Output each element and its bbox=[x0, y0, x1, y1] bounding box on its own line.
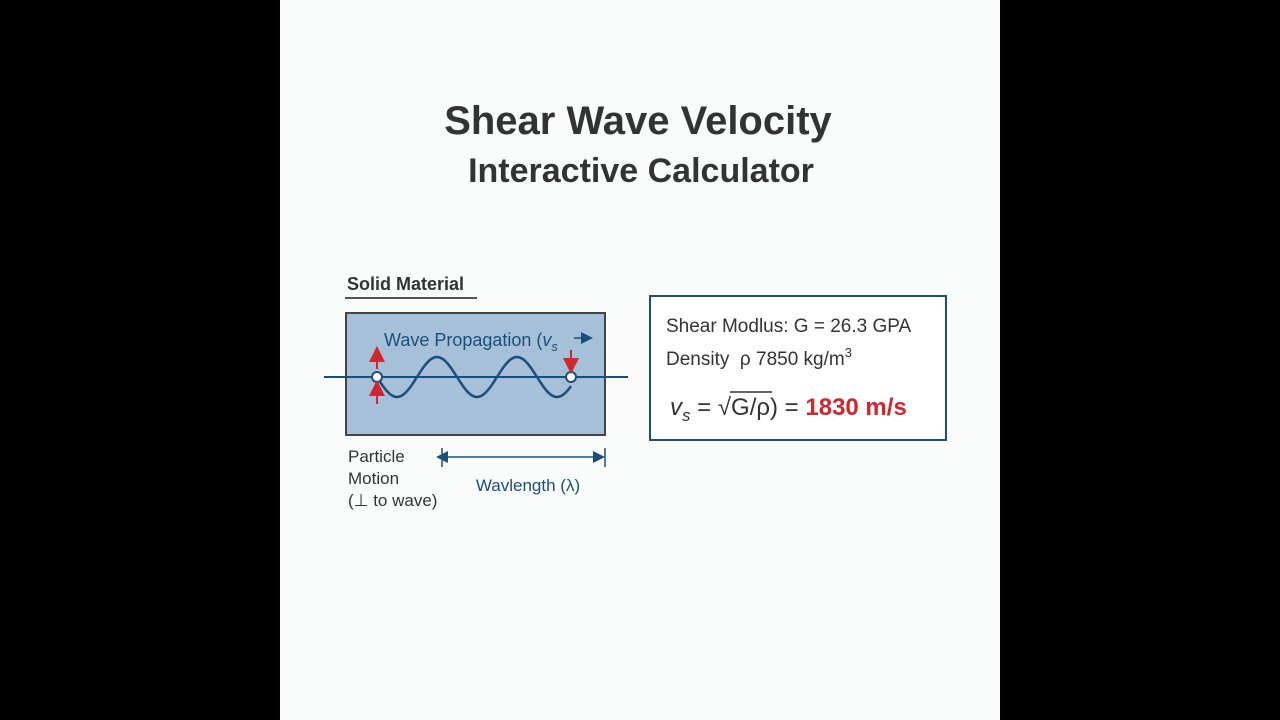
wavelength-label: Wavlength (λ) bbox=[476, 476, 580, 495]
particle-motion-line: (⊥ to wave) bbox=[348, 491, 437, 510]
shear-modulus: Shear Modlus: G = 26.3 GPA bbox=[666, 316, 912, 337]
particle bbox=[565, 371, 577, 383]
particle-motion-line: Motion bbox=[348, 469, 399, 488]
particle-motion-line: Particle bbox=[348, 447, 405, 466]
wave bbox=[375, 355, 573, 399]
subtitle: Interactive Calculator bbox=[468, 152, 814, 190]
material-block bbox=[345, 312, 606, 436]
particle bbox=[371, 371, 383, 383]
material-label: Solid Material bbox=[347, 274, 464, 294]
title: Shear Wave Velocity bbox=[444, 99, 832, 143]
wave-label: Wave Propagation (vs bbox=[384, 330, 558, 354]
calculator-box bbox=[649, 295, 947, 441]
density: Density ρ 7850 kg/m3 bbox=[666, 345, 852, 370]
formula: vs = √G/ρ) = 1830 m/s bbox=[670, 394, 907, 425]
